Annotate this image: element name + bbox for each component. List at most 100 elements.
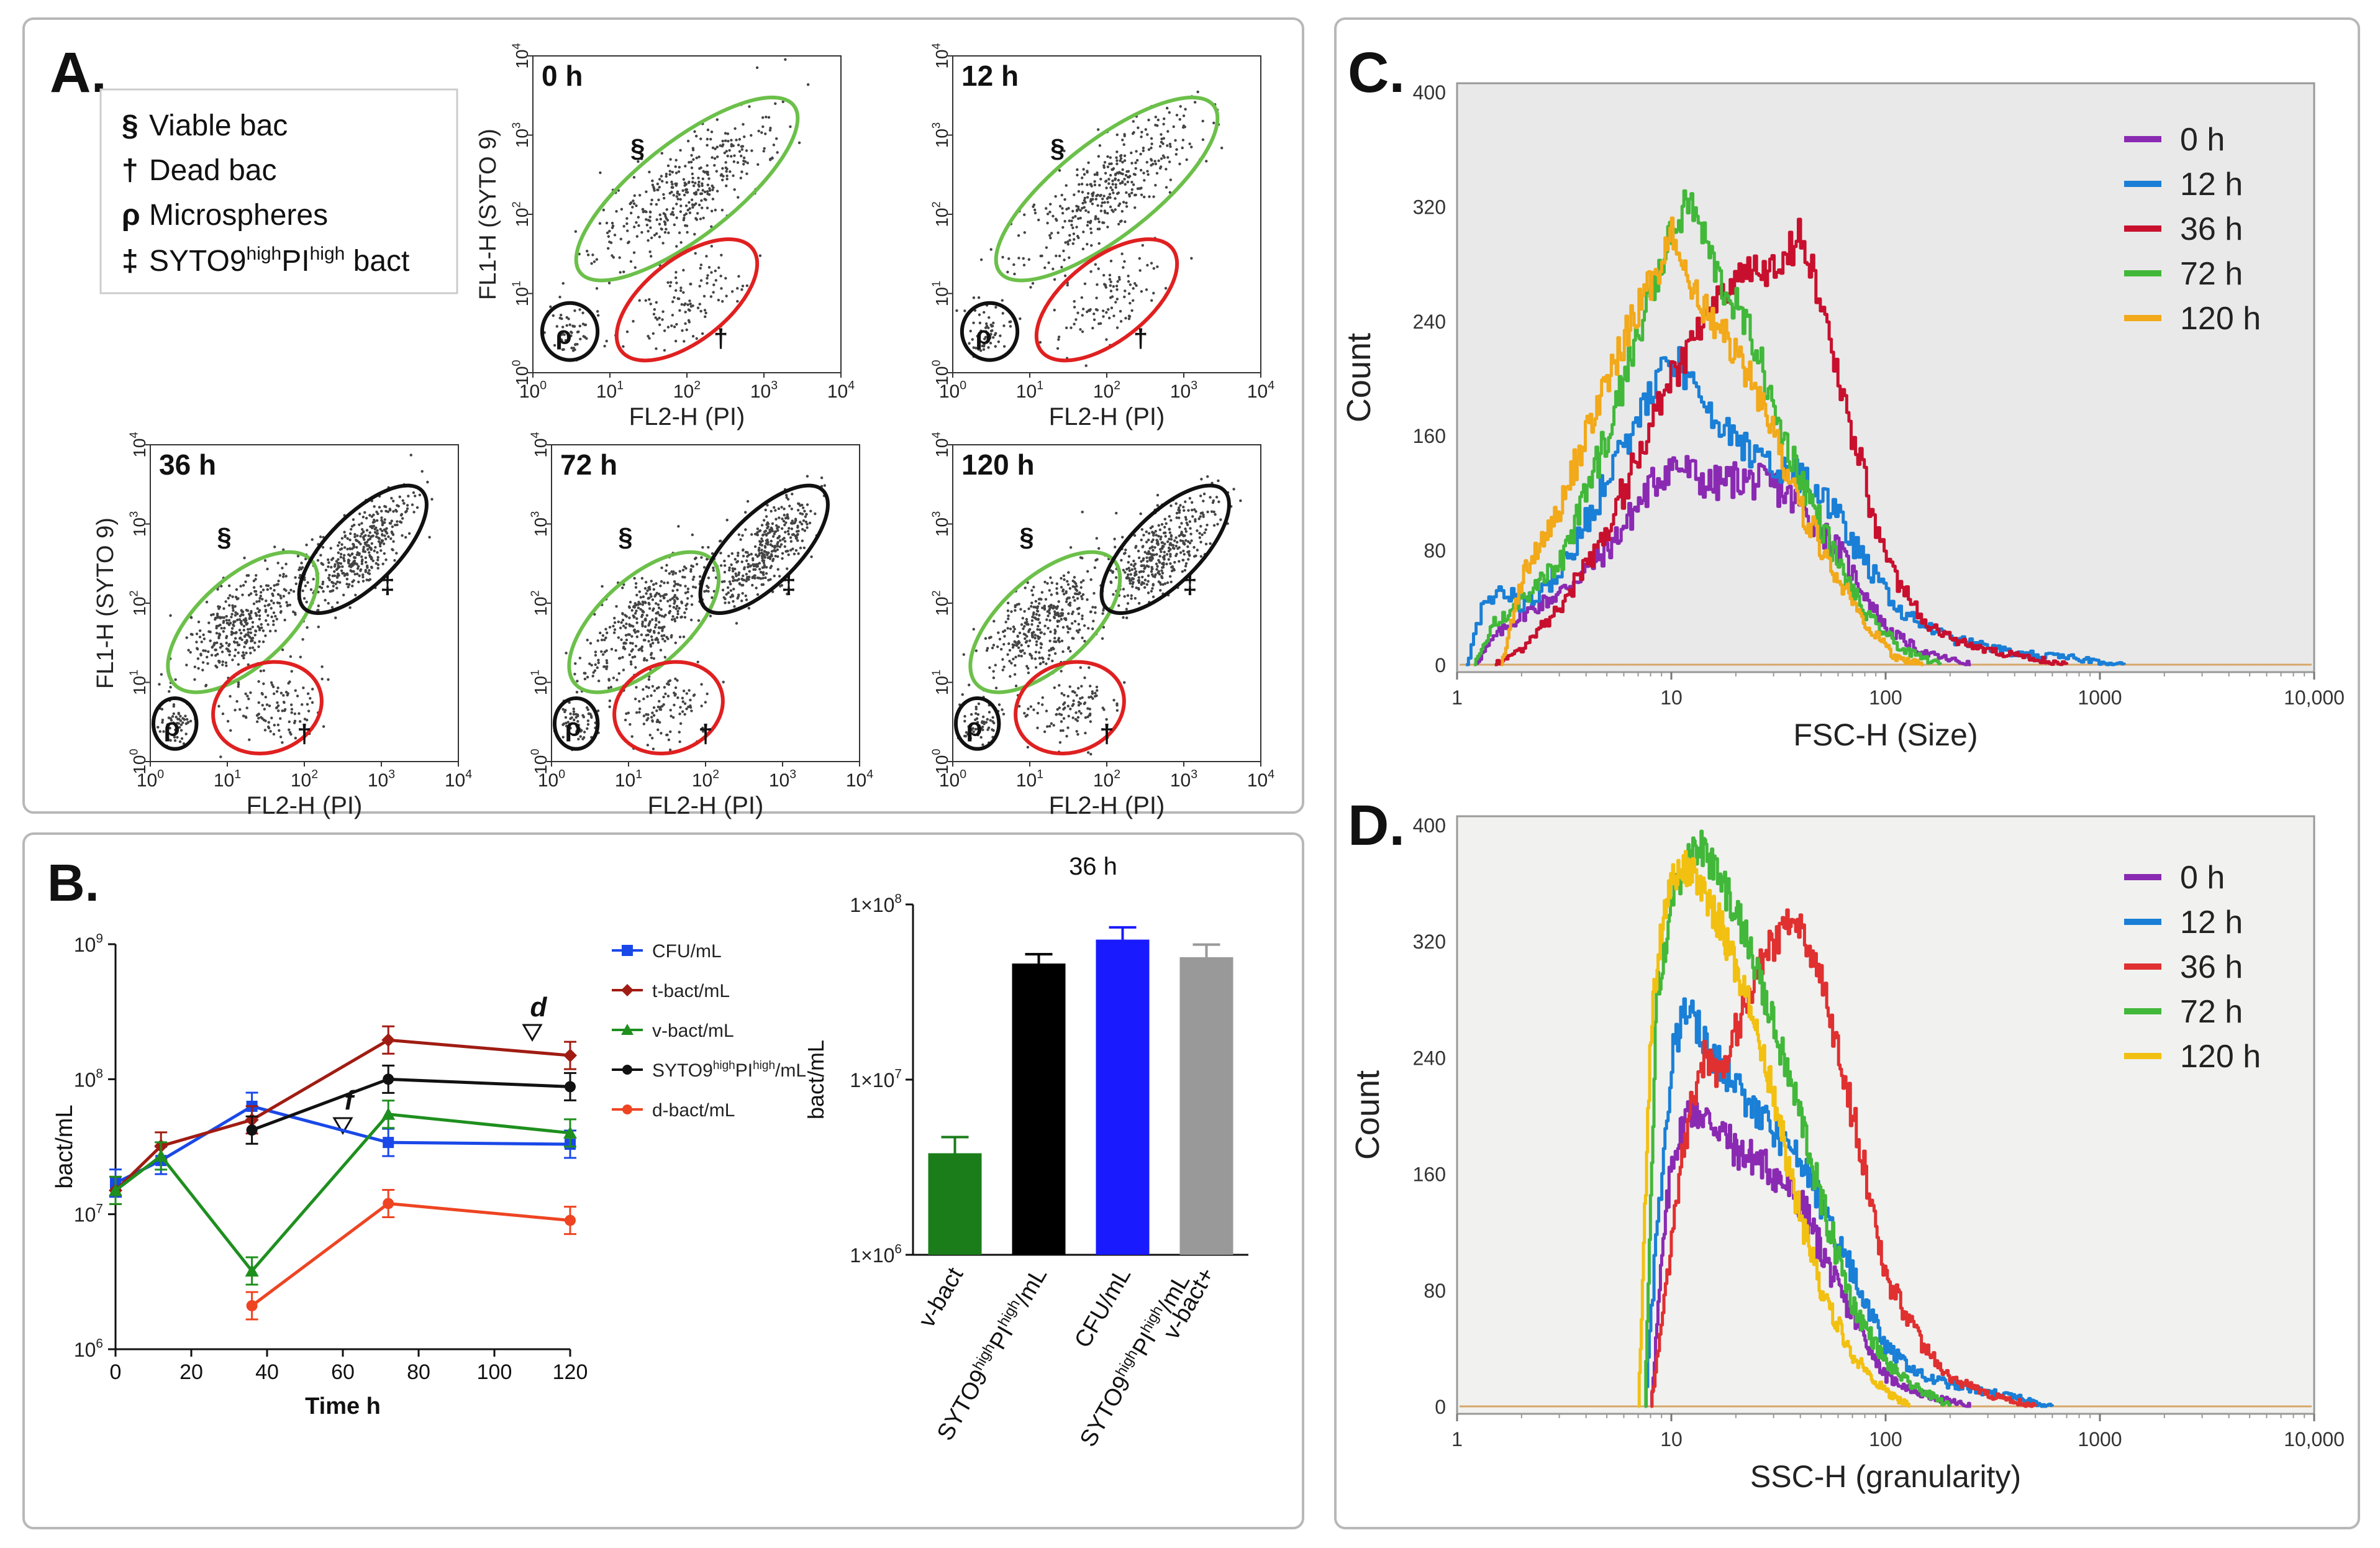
event-dot	[575, 713, 578, 716]
event-dot	[606, 247, 610, 250]
event-dot	[1119, 181, 1122, 185]
event-dot	[763, 147, 766, 150]
event-dot	[645, 719, 648, 722]
event-dot	[660, 152, 664, 155]
event-dot	[625, 222, 629, 225]
event-dot	[770, 526, 773, 529]
event-dot	[1174, 502, 1178, 505]
event-dot	[1060, 670, 1063, 673]
event-dot	[771, 535, 775, 538]
event-dot	[270, 599, 273, 603]
event-dot	[352, 523, 356, 527]
event-dot	[561, 332, 565, 335]
y-tick-label: 103	[127, 511, 149, 537]
event-dot	[263, 604, 266, 608]
event-dot	[1155, 534, 1158, 537]
event-dot	[602, 665, 606, 668]
event-dot	[1067, 646, 1070, 649]
event-dot	[1024, 621, 1027, 624]
event-dot	[988, 711, 991, 714]
event-dot	[1023, 609, 1026, 613]
event-dot	[1048, 211, 1051, 214]
event-dot	[731, 570, 735, 573]
event-dot	[990, 324, 994, 328]
event-dot	[1123, 552, 1126, 555]
event-dot	[1146, 133, 1149, 136]
event-dot	[648, 734, 652, 737]
event-dot	[630, 663, 633, 666]
event-dot	[181, 721, 184, 724]
event-dot	[645, 614, 648, 617]
event-dot	[685, 707, 688, 711]
event-dot	[368, 569, 371, 572]
event-dot	[661, 627, 665, 631]
event-dot	[1168, 527, 1171, 530]
event-dot	[283, 618, 286, 622]
event-dot	[261, 704, 264, 707]
event-dot	[1145, 564, 1148, 568]
event-dot	[691, 335, 695, 338]
event-dot	[678, 731, 681, 734]
event-dot	[263, 729, 267, 732]
event-dot	[1120, 153, 1123, 157]
event-dot	[1039, 646, 1043, 649]
histogram-series	[1650, 1095, 1971, 1408]
event-dot	[1134, 166, 1137, 170]
event-dot	[196, 657, 200, 660]
event-dot	[727, 140, 730, 143]
event-dot	[625, 217, 629, 220]
event-dot	[412, 491, 416, 494]
event-dot	[736, 596, 739, 600]
event-dot	[309, 588, 313, 591]
event-dot	[1163, 517, 1167, 521]
event-dot	[689, 618, 693, 622]
event-dot	[357, 565, 360, 568]
event-dot	[347, 559, 351, 562]
event-dot	[219, 616, 222, 620]
event-dot	[360, 522, 363, 525]
event-dot	[270, 716, 273, 719]
event-dot	[632, 202, 636, 206]
event-dot	[1115, 150, 1119, 153]
event-dot	[1087, 161, 1090, 165]
event-dot	[1160, 541, 1163, 544]
event-dot	[327, 561, 330, 564]
event-dot	[668, 604, 671, 608]
event-dot	[992, 644, 996, 647]
event-dot	[663, 223, 667, 226]
plot-frame	[551, 444, 860, 762]
x-tick-label: 10	[1660, 686, 1683, 709]
event-dot	[617, 636, 620, 639]
event-dot	[1079, 666, 1082, 669]
x-tick-label: 103	[750, 379, 778, 403]
event-dot	[966, 732, 970, 736]
event-dot	[746, 499, 750, 503]
event-dot	[302, 686, 305, 690]
event-dot	[343, 546, 347, 549]
event-dot	[775, 524, 778, 527]
event-dot	[677, 170, 681, 173]
event-dot	[1155, 568, 1158, 571]
event-dot	[1058, 204, 1062, 208]
event-dot	[217, 624, 220, 627]
event-dot	[351, 580, 354, 583]
event-dot	[683, 576, 686, 579]
plot-title: 0 h	[542, 60, 583, 92]
event-dot	[764, 529, 768, 532]
event-dot	[1156, 124, 1159, 127]
event-dot	[664, 613, 667, 617]
event-dot	[1060, 586, 1063, 589]
event-dot	[1089, 578, 1092, 581]
event-dot	[1006, 653, 1009, 656]
event-dot	[679, 706, 682, 709]
event-dot	[713, 163, 716, 167]
event-dot	[1163, 558, 1166, 561]
event-dot	[650, 737, 654, 740]
event-dot	[1137, 579, 1140, 582]
event-dot	[1066, 694, 1070, 698]
event-dot	[299, 568, 303, 571]
event-dot	[786, 549, 789, 553]
event-dot	[1011, 645, 1015, 649]
x-tick-label: 101	[1016, 379, 1043, 403]
